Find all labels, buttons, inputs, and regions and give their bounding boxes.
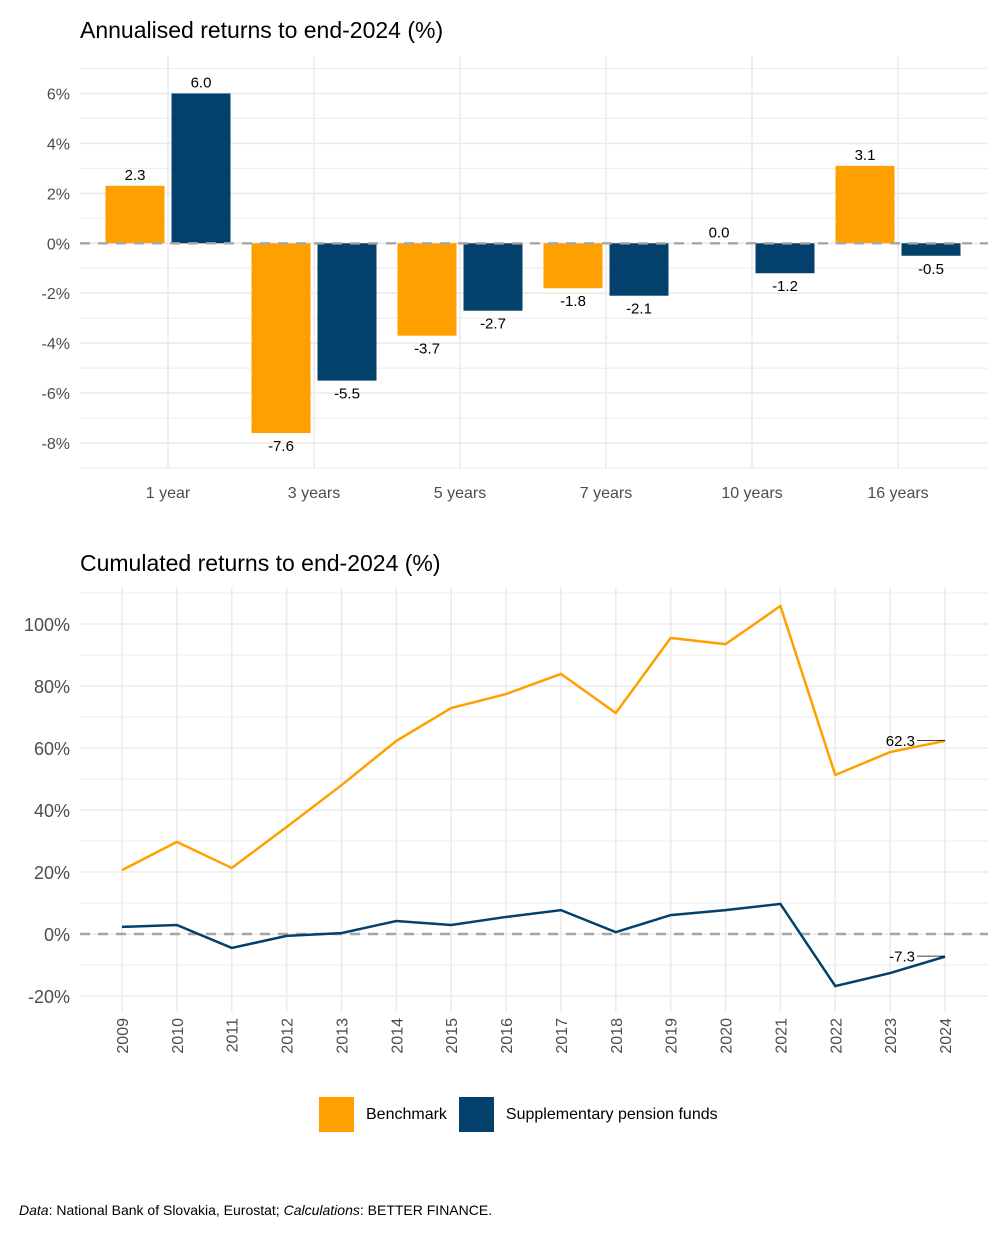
x-tick-label: 2009 (115, 1018, 132, 1054)
legend-swatch-benchmark (319, 1097, 354, 1132)
x-tick-label: 5 years (434, 485, 486, 502)
bar-data-label: -7.6 (268, 438, 294, 455)
bar-data-label: 6.0 (191, 74, 212, 91)
end-data-label: -7.3 (889, 949, 915, 966)
y-tick-label: -20% (28, 987, 70, 1007)
x-tick-label: 2013 (334, 1018, 351, 1054)
x-tick-label: 2011 (225, 1018, 242, 1053)
y-tick-label: 0% (47, 236, 70, 253)
bar-data-label: -2.1 (626, 301, 652, 318)
bar-data-label: -1.2 (772, 278, 798, 295)
x-tick-label: 2020 (719, 1018, 736, 1054)
legend-label-benchmark: Benchmark (366, 1105, 447, 1123)
caption-data-label: Data (19, 1202, 49, 1218)
bar-benchmark (105, 185, 165, 244)
legend-label-spf: Supplementary pension funds (505, 1105, 718, 1123)
y-tick-label: 20% (34, 863, 70, 883)
y-tick-label: 60% (34, 739, 70, 759)
x-tick-label: 2018 (609, 1018, 626, 1054)
line-spf (121, 902, 946, 988)
bar-data-label: -5.5 (334, 386, 360, 403)
y-tick-label: 6% (47, 86, 70, 103)
bar-data-label: -1.8 (560, 293, 586, 310)
bar-spf (609, 243, 669, 296)
x-tick-label: 7 years (580, 485, 632, 502)
x-tick-label: 2023 (883, 1018, 900, 1054)
annualised-chart-title: Annualised returns to end-2024 (%) (80, 17, 444, 43)
bar-spf (463, 243, 523, 311)
legend: Benchmark Supplementary pension funds (319, 1097, 730, 1132)
bar-data-label: 2.3 (125, 167, 146, 184)
bar-benchmark (835, 165, 895, 244)
caption-calc-label: Calculations (283, 1202, 360, 1218)
bar-spf (901, 243, 961, 256)
x-tick-label: 2014 (389, 1018, 406, 1054)
y-tick-label: -8% (42, 436, 70, 453)
bar-data-label: 3.1 (855, 147, 876, 164)
bar-data-label: -2.7 (480, 316, 506, 333)
y-tick-label: 0% (44, 925, 70, 945)
bar-benchmark (251, 243, 311, 434)
legend-item-spf: Supplementary pension funds (458, 1097, 718, 1132)
bar-data-label: -3.7 (414, 341, 440, 358)
caption-calc-text: : BETTER FINANCE. (359, 1202, 493, 1218)
end-data-label: 62.3 (886, 733, 915, 750)
y-tick-label: 2% (47, 186, 70, 203)
x-tick-label: 2017 (554, 1018, 571, 1054)
caption-data-text: : National Bank of Slovakia, Eurostat; (48, 1202, 284, 1218)
x-tick-label: 2019 (664, 1018, 681, 1054)
y-tick-label: -2% (42, 286, 70, 303)
cumulated-chart-title: Cumulated returns to end-2024 (%) (80, 550, 441, 576)
bar-spf (317, 243, 377, 381)
x-tick-label: 10 years (721, 485, 782, 502)
y-tick-label: 4% (47, 136, 70, 153)
x-tick-label: 2010 (170, 1018, 187, 1054)
x-tick-label: 2022 (828, 1018, 845, 1054)
bar-data-label: 0.0 (709, 224, 730, 241)
y-tick-label: -6% (42, 386, 70, 403)
source-caption: Data: National Bank of Slovakia, Eurosta… (19, 1202, 492, 1218)
bar-benchmark (543, 243, 603, 289)
line-benchmark (121, 604, 946, 872)
bar-spf (171, 93, 231, 244)
x-tick-label: 1 year (146, 485, 191, 502)
bar-benchmark (397, 243, 457, 336)
x-tick-label: 16 years (867, 485, 928, 502)
bar-spf (755, 243, 815, 274)
x-tick-label: 2024 (938, 1018, 955, 1054)
y-tick-label: 80% (34, 677, 70, 697)
y-tick-label: 40% (34, 801, 70, 821)
x-tick-label: 2015 (444, 1018, 461, 1054)
annualised-returns-bar-chart: -8% -6% -4% -2% 0% 2% 4% 6% 1 year 3 years 5 years… (42, 56, 988, 502)
cumulated-returns-line-chart: -20% 0% 20% 40% 60% 80% 100% 2009 2010 2011 2012 20… (24, 587, 988, 1054)
y-tick-label: -4% (42, 336, 70, 353)
y-tick-label: 100% (24, 615, 70, 635)
bar-data-label: -0.5 (918, 261, 944, 278)
x-tick-label: 2012 (280, 1018, 297, 1054)
x-tick-label: 3 years (288, 485, 340, 502)
legend-item-benchmark: Benchmark (319, 1097, 447, 1132)
legend-swatch-spf (458, 1097, 494, 1132)
x-tick-label: 2016 (499, 1018, 516, 1054)
x-tick-label: 2021 (773, 1018, 790, 1054)
